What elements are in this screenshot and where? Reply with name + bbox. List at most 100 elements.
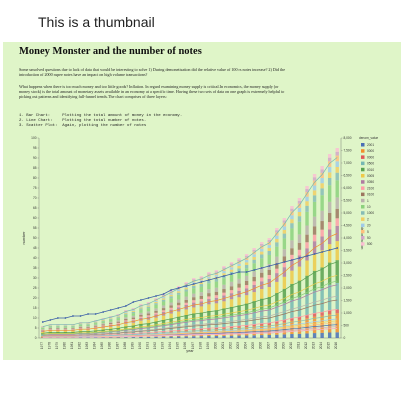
bar-segment: [93, 324, 98, 326]
scatter-point: [72, 315, 74, 317]
bar-segment: [41, 330, 45, 332]
scatter-point: [328, 249, 331, 251]
bar-segment: [260, 323, 264, 326]
bar-segment: [146, 313, 151, 316]
bar-segment: [192, 279, 196, 281]
bar-segment: [139, 309, 143, 313]
x-tick-label: 2016: [334, 342, 338, 349]
bar-segment: [320, 166, 324, 170]
bar-segment: [320, 172, 324, 179]
y-tick-label: 5,500: [344, 199, 352, 203]
bar-segment: [169, 293, 173, 295]
bar-segment: [154, 317, 158, 322]
bar-segment: [139, 336, 143, 338]
x-tick-label: 1991: [145, 342, 149, 349]
bar-segment: [86, 326, 90, 328]
bar-segment: [101, 319, 105, 320]
bar-segment: [260, 243, 264, 246]
x-tick-label: 2011: [296, 342, 300, 349]
bar-segment: [297, 221, 302, 235]
bar-segment: [282, 334, 287, 338]
bar-segment: [267, 275, 271, 279]
x-tick-label: 1986: [108, 342, 112, 349]
bar-segment: [222, 301, 226, 309]
y-tick-label: 50: [33, 236, 37, 240]
series-line: [42, 233, 338, 332]
bar-segment: [71, 327, 75, 329]
bar-segment: [199, 295, 204, 299]
bar-segment: [282, 276, 287, 289]
bar-segment: [116, 337, 120, 338]
bar-segment: [297, 216, 302, 222]
bar-segment: [184, 309, 188, 316]
bar-segment: [312, 201, 317, 217]
scatter-point: [260, 267, 263, 269]
x-tick-label: 1978: [47, 342, 51, 349]
bar-segment: [131, 308, 136, 310]
bar-segment: [222, 292, 226, 296]
bar-segment: [282, 238, 287, 250]
bar-segment: [176, 299, 181, 303]
layer-item: 1. Bar Chart: Plotting the total amount …: [19, 114, 183, 118]
bar-segment: [282, 256, 287, 263]
bar-segment: [63, 325, 68, 327]
bar-segment: [63, 329, 68, 330]
scatter-point: [56, 317, 59, 319]
scatter-point: [140, 299, 142, 301]
bar-segment: [229, 267, 234, 270]
scatter-point: [283, 261, 286, 263]
bar-segment: [244, 335, 249, 338]
bar-segment: [161, 297, 166, 299]
bar-segment: [184, 282, 188, 284]
legend-label: 0000: [367, 155, 374, 159]
bar-segment: [41, 331, 45, 334]
bar-segment: [260, 277, 264, 282]
bar-segment: [116, 322, 120, 324]
bar-segment: [290, 215, 294, 220]
bar-segment: [327, 332, 332, 338]
y-tick-label: 4,500: [344, 224, 352, 228]
bar-segment: [169, 313, 173, 319]
x-tick-label: 1994: [168, 342, 172, 349]
legend-swatch: [361, 236, 365, 240]
bar-segment: [244, 280, 249, 286]
bar-segment: [297, 198, 302, 201]
bar-segment: [131, 322, 136, 326]
bar-segment: [169, 336, 173, 338]
bar-segment: [199, 284, 204, 287]
bar-segment: [161, 319, 166, 326]
bar-segment: [267, 248, 271, 251]
y-tick-label: 55: [33, 226, 37, 230]
bar-segment: [169, 302, 173, 306]
legend-swatch: [361, 167, 365, 172]
x-tick-label: 2003: [236, 342, 240, 349]
y-tick-label: 10: [33, 316, 37, 320]
bar-segment: [124, 313, 128, 315]
y-tick-label: 45: [33, 246, 37, 250]
bar-segment: [335, 218, 339, 226]
bar-segment: [101, 321, 105, 324]
bar-segment: [78, 324, 83, 325]
legend-swatch: [361, 205, 365, 209]
bar-segment: [297, 249, 302, 256]
bar-segment: [260, 272, 264, 278]
bar-segment: [297, 333, 302, 338]
bar-segment: [335, 151, 339, 156]
bar-segment: [335, 313, 339, 333]
bar-segment: [146, 323, 151, 328]
bar-segment: [327, 222, 332, 230]
y-tick-label: 70: [33, 196, 37, 200]
bar-segment: [275, 246, 279, 257]
bar-segment: [109, 321, 113, 324]
bar-segment: [192, 329, 196, 331]
bar-segment: [305, 201, 309, 206]
bar-segment: [161, 298, 166, 300]
bar-segment: [93, 322, 98, 324]
bar-segment: [260, 251, 264, 255]
page-title: Money Monster and the number of notes: [19, 46, 202, 57]
bar-segment: [214, 278, 219, 282]
bar-segment: [176, 336, 181, 338]
x-axis-title: year: [186, 349, 194, 353]
y-tick-label: 75: [33, 186, 37, 190]
bar-segment: [169, 290, 173, 292]
